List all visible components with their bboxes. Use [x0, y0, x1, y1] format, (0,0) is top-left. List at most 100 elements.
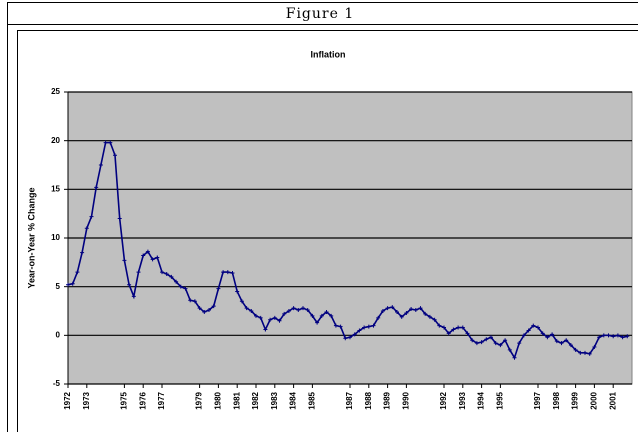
point-marker — [465, 331, 470, 336]
point-marker — [150, 257, 155, 262]
point-marker — [117, 216, 122, 221]
point-marker — [573, 347, 578, 352]
point-marker — [282, 311, 287, 316]
point-marker — [329, 313, 334, 318]
x-tick-label: 1979 — [195, 391, 204, 409]
point-marker — [94, 185, 99, 190]
point-marker — [254, 313, 258, 318]
point-marker — [183, 286, 188, 291]
point-marker — [380, 309, 385, 313]
x-tick-label: 1994 — [477, 391, 486, 409]
point-marker — [540, 331, 545, 336]
x-tick-label: 1988 — [364, 391, 373, 409]
point-marker — [338, 324, 343, 329]
point-marker — [526, 328, 531, 333]
point-marker — [268, 317, 273, 322]
point-marker — [75, 270, 80, 275]
x-tick-label: 1997 — [533, 391, 542, 409]
point-marker — [127, 282, 132, 287]
point-marker — [164, 272, 169, 277]
point-marker — [155, 255, 160, 260]
point-marker — [484, 337, 489, 342]
point-marker — [423, 311, 428, 316]
point-marker — [174, 279, 179, 284]
point-marker — [348, 335, 352, 340]
chart-title: Inflation — [311, 49, 346, 59]
y-tick-label: 10 — [51, 233, 60, 242]
point-marker — [352, 332, 357, 337]
point-marker — [244, 306, 249, 311]
point-marker — [418, 306, 423, 311]
point-marker — [413, 308, 418, 313]
y-tick-label: 20 — [51, 136, 60, 145]
y-tick-label: 5 — [56, 282, 61, 291]
point-marker — [470, 338, 475, 343]
point-marker — [131, 294, 136, 299]
x-tick-label: 1995 — [496, 391, 505, 409]
point-marker — [587, 351, 592, 356]
y-axis-label: Year-on-Year % Change — [26, 187, 36, 288]
x-tick-label: 1993 — [458, 391, 467, 409]
point-marker — [192, 299, 197, 304]
point-marker — [432, 317, 437, 322]
x-tick-label: 1981 — [232, 391, 241, 409]
x-tick-label: 1973 — [82, 391, 91, 409]
point-marker — [225, 270, 230, 275]
point-marker — [376, 315, 381, 320]
point-marker — [277, 318, 282, 323]
point-marker — [442, 325, 446, 330]
x-tick-label: 1992 — [439, 391, 448, 409]
point-marker — [202, 309, 207, 314]
point-marker — [404, 310, 409, 315]
point-marker — [568, 343, 573, 348]
point-marker — [399, 314, 404, 319]
point-marker — [141, 253, 146, 258]
point-marker — [611, 334, 616, 339]
point-marker — [578, 350, 583, 355]
point-marker — [291, 306, 296, 311]
x-tick-label: 1972 — [63, 391, 72, 409]
point-marker — [286, 309, 291, 313]
point-marker — [366, 324, 371, 329]
point-marker — [536, 325, 540, 330]
x-tick-label: 2001 — [608, 391, 617, 409]
point-marker — [427, 314, 432, 319]
y-tick-label: -5 — [53, 379, 61, 388]
x-tick-label: 1998 — [552, 391, 561, 409]
x-tick-label: 1983 — [270, 391, 279, 409]
point-marker — [98, 163, 103, 167]
point-marker — [239, 299, 244, 304]
point-marker — [178, 284, 183, 289]
point-marker — [564, 338, 569, 343]
x-tick-label: 1980 — [214, 391, 223, 409]
point-marker — [84, 226, 89, 231]
point-marker — [221, 270, 226, 275]
point-marker — [474, 341, 479, 346]
point-marker — [597, 335, 602, 340]
x-tick-label: 1985 — [308, 391, 317, 409]
point-marker — [315, 320, 320, 325]
x-tick-label: 1990 — [402, 391, 411, 409]
point-marker — [479, 340, 484, 345]
point-marker — [66, 282, 70, 287]
point-marker — [456, 325, 461, 330]
point-marker — [108, 140, 113, 145]
point-marker — [395, 309, 399, 314]
point-marker — [169, 274, 174, 279]
point-marker — [357, 328, 362, 333]
x-tick-label: 1975 — [120, 391, 129, 409]
point-marker — [517, 341, 522, 346]
point-marker — [531, 323, 536, 328]
point-marker — [263, 327, 268, 332]
point-marker — [615, 333, 620, 338]
point-marker — [409, 307, 414, 312]
point-marker — [197, 306, 202, 311]
point-marker — [145, 249, 150, 254]
y-tick-label: 15 — [51, 184, 60, 193]
point-marker — [319, 313, 324, 318]
point-marker — [305, 308, 310, 313]
point-marker — [362, 325, 367, 330]
x-tick-label: 1984 — [289, 391, 298, 409]
point-marker — [272, 315, 277, 320]
x-tick-label: 2000 — [590, 391, 599, 409]
